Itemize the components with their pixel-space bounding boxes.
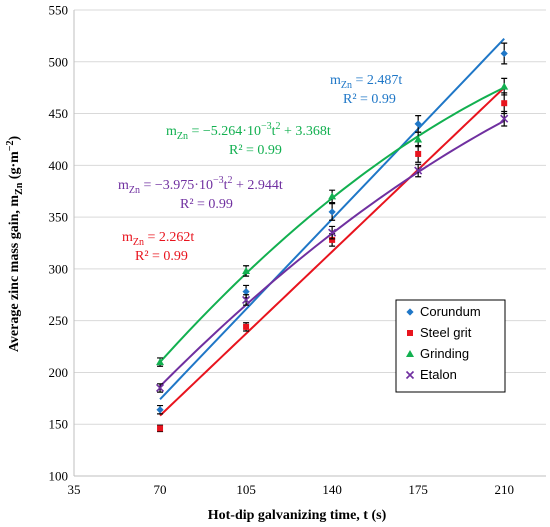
y-axis-title-unit: (g·m [7, 151, 22, 183]
legend-label: Grinding [420, 346, 469, 361]
data-point [242, 266, 251, 274]
data-point [242, 288, 250, 296]
legend-label: Steel grit [420, 325, 472, 340]
legend-label: Corundum [420, 304, 481, 319]
equation-corundum-line2: R² = 0.99 [343, 92, 396, 107]
series-grinding [156, 77, 509, 367]
data-point [500, 82, 509, 90]
data-points [155, 42, 509, 433]
legend-marker [405, 370, 415, 380]
equation-etalon: mZn = −3.975·10−3t2 + 2.944t R² = 0.99 [118, 175, 283, 212]
legend-label: Etalon [420, 367, 457, 382]
data-point [328, 228, 337, 237]
legend-item-steel-grit: Steel grit [407, 325, 472, 340]
y-axis-title-main: Average zinc mass gain, m [7, 195, 22, 353]
equation-steel-grit-line1: mZn = 2.262t [122, 230, 194, 248]
equation-etalon-line1: mZn = −3.975·10−3t2 + 2.944t [118, 175, 283, 196]
legend: Corundum Steel grit Grinding Etalon [395, 299, 506, 393]
data-point [243, 323, 250, 330]
equation-corundum-line1: mZn = 2.487t [330, 73, 402, 91]
legend-box [395, 299, 506, 393]
fit-line-steel-grit [159, 86, 505, 417]
data-point [415, 150, 422, 157]
x-tick-label: 210 [494, 482, 514, 497]
data-point [157, 425, 164, 432]
y-tick-label: 300 [49, 261, 69, 276]
y-tick-label: 400 [49, 158, 69, 173]
x-tick-label: 105 [236, 482, 256, 497]
data-point [414, 135, 423, 143]
data-point [501, 100, 508, 107]
equation-steel-grit-line2: R² = 0.99 [135, 249, 188, 264]
data-point [414, 120, 422, 128]
x-tick-label: 35 [68, 482, 81, 497]
equation-etalon-line2: R² = 0.99 [180, 197, 233, 212]
axes [73, 10, 546, 477]
data-point [155, 383, 165, 393]
y-axis-title-unit-sup: −2 [5, 141, 16, 152]
legend-item-etalon: Etalon [405, 367, 457, 382]
y-tick-label: 550 [49, 3, 69, 18]
tick-labels: 100 150 200 250 300 350 400 450 500 550 35 70 105 140… [49, 3, 514, 498]
y-tick-label: 500 [49, 54, 69, 69]
data-point [328, 208, 336, 216]
legend-marker [406, 350, 414, 357]
y-axis-title-unit-close: ) [7, 136, 22, 141]
data-point [242, 295, 251, 305]
y-axis-title-sub: Zn [14, 182, 25, 195]
legend-marker [406, 308, 414, 316]
data-point [328, 192, 337, 200]
equation-corundum: mZn = 2.487t R² = 0.99 [330, 73, 402, 107]
x-tick-label: 175 [408, 482, 428, 497]
data-point [156, 358, 165, 366]
series-etalon [155, 110, 509, 393]
data-point [500, 49, 508, 58]
legend-marker [407, 330, 413, 336]
y-tick-label: 450 [49, 106, 69, 121]
equation-grinding: mZn = −5.264·10−3t2 + 3.368t R² = 0.99 [166, 121, 331, 158]
y-tick-label: 250 [49, 313, 69, 328]
y-tick-label: 350 [49, 210, 69, 225]
legend-item-corundum: Corundum [406, 304, 481, 319]
data-point [414, 166, 423, 175]
equation-steel-grit: mZn = 2.262t R² = 0.99 [122, 230, 194, 264]
equation-grinding-line2: R² = 0.99 [229, 143, 282, 158]
y-tick-label: 200 [49, 365, 69, 380]
x-tick-label: 140 [322, 482, 342, 497]
legend-item-grinding: Grinding [406, 346, 469, 361]
y-tick-label: 150 [49, 417, 69, 432]
x-tick-label: 70 [154, 482, 167, 497]
data-point [329, 236, 336, 243]
y-tick-label: 100 [49, 469, 69, 484]
y-axis-title: Average zinc mass gain, mZn (g·m−2) [5, 136, 25, 353]
data-point [156, 406, 164, 414]
data-point [500, 114, 509, 123]
equation-grinding-line1: mZn = −5.264·10−3t2 + 3.368t [166, 121, 331, 142]
x-axis-title: Hot-dip galvanizing time, t (s) [208, 508, 387, 523]
